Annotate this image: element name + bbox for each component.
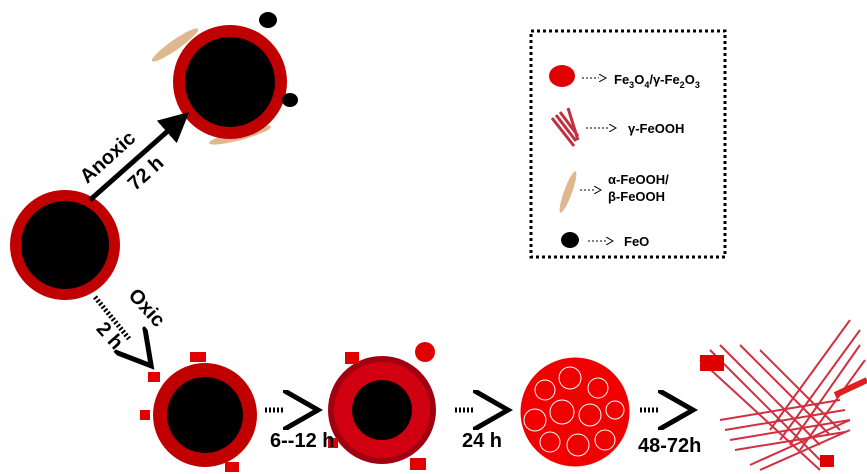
- legend-label-part: FeO: [624, 234, 649, 249]
- legend-label: β-FeOOH: [608, 189, 665, 204]
- particle-step1: [140, 352, 257, 472]
- anoxic-time: 72 h: [124, 152, 168, 195]
- legend-label-part: γ-FeOOH: [628, 121, 684, 136]
- legend-label-part: O: [685, 72, 695, 87]
- step-label: 24 h: [462, 430, 502, 452]
- particle-step3: [520, 357, 630, 467]
- legend-icon: [561, 232, 579, 248]
- step-label: 6--12 h: [270, 430, 334, 452]
- particle-initial: [10, 190, 120, 300]
- legend-label-part: Fe: [614, 72, 629, 87]
- legend-label-part: /γ-Fe: [649, 72, 679, 87]
- legend-label-part: 3: [695, 80, 700, 90]
- legend-box: [531, 31, 725, 257]
- legend-label: α-FeOOH/: [608, 172, 669, 187]
- particle-step2: [328, 342, 436, 470]
- legend-label: γ-FeOOH: [628, 121, 684, 136]
- oxic-label: Oxic: [124, 285, 169, 332]
- diagram: Anoxic 72 h Oxic 2 h 6--12 h 24 h 48-72h: [0, 0, 867, 474]
- legend-label: Fe3O4/γ-Fe2O3: [614, 72, 700, 90]
- oxic-time: 2 h: [92, 318, 128, 354]
- legend-arrows: [580, 78, 615, 241]
- legend-icon: [549, 65, 575, 87]
- legend-label: FeO: [624, 234, 649, 249]
- step-label: 48-72h: [638, 435, 701, 457]
- legend-icon: [557, 170, 580, 214]
- legend-icon: [552, 108, 578, 146]
- legend-label-part: O: [634, 72, 644, 87]
- particle-step4: [700, 320, 867, 470]
